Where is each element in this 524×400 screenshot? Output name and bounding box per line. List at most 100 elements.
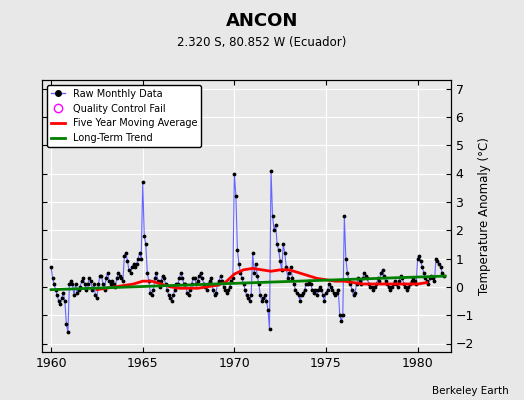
Point (248, 250, 257, 256)
Point (239, 281, 248, 287)
Point (165, 292, 173, 298)
Point (81, 281, 89, 287)
Point (183, 289, 191, 296)
Point (131, 264, 139, 270)
Point (65, 281, 73, 287)
Point (409, 275, 417, 282)
Point (129, 261, 138, 267)
Point (47, 264, 55, 270)
Point (323, 286, 332, 293)
Point (308, 286, 316, 293)
Point (192, 281, 200, 287)
Point (276, 258, 285, 264)
Point (106, 281, 115, 287)
Point (386, 286, 395, 293)
Point (412, 281, 420, 287)
Point (48, 275, 57, 282)
Point (204, 281, 213, 287)
Point (178, 275, 187, 282)
Point (282, 264, 290, 270)
Point (328, 286, 336, 293)
Point (252, 261, 260, 267)
Point (354, 275, 362, 282)
Point (279, 241, 288, 248)
Point (420, 270, 428, 276)
Point (290, 281, 298, 287)
Point (221, 286, 230, 293)
Point (288, 275, 297, 282)
Point (141, 241, 150, 248)
Point (201, 284, 210, 290)
Point (313, 292, 321, 298)
Point (389, 281, 397, 287)
Point (352, 281, 361, 287)
Point (401, 284, 410, 290)
Point (394, 284, 402, 290)
Point (267, 168, 275, 174)
Point (380, 272, 388, 279)
Point (395, 278, 403, 284)
Point (358, 275, 367, 282)
Point (370, 284, 379, 290)
Point (173, 281, 182, 287)
Point (369, 286, 377, 293)
Point (238, 275, 246, 282)
Point (392, 281, 400, 287)
Point (154, 278, 162, 284)
Point (116, 272, 124, 279)
Point (213, 281, 222, 287)
Point (54, 298, 63, 304)
Point (351, 289, 359, 296)
Point (143, 270, 151, 276)
Point (136, 250, 144, 256)
Point (375, 278, 384, 284)
Point (71, 281, 80, 287)
Point (294, 292, 303, 298)
Point (67, 278, 75, 284)
Point (117, 275, 126, 282)
Point (355, 278, 364, 284)
Point (438, 270, 446, 276)
Point (273, 241, 281, 248)
Point (177, 270, 185, 276)
Point (190, 275, 199, 282)
Point (128, 264, 136, 270)
Point (134, 255, 143, 262)
Point (94, 281, 103, 287)
Point (322, 289, 330, 296)
Point (270, 227, 278, 233)
Point (407, 278, 416, 284)
Point (247, 292, 255, 298)
Point (343, 270, 352, 276)
Point (378, 267, 387, 273)
Point (101, 286, 109, 293)
Point (188, 281, 196, 287)
Point (86, 278, 95, 284)
Point (335, 312, 344, 318)
Point (180, 281, 188, 287)
Point (74, 286, 83, 293)
Point (307, 281, 315, 287)
Point (236, 270, 245, 276)
Point (405, 284, 413, 290)
Point (160, 275, 168, 282)
Point (169, 292, 178, 298)
Point (64, 329, 72, 335)
Point (126, 270, 135, 276)
Point (424, 281, 432, 287)
Point (360, 270, 368, 276)
Point (337, 318, 345, 324)
Point (195, 272, 203, 279)
Point (149, 286, 158, 293)
Point (168, 298, 176, 304)
Point (423, 278, 431, 284)
Point (433, 258, 442, 264)
Point (302, 281, 310, 287)
Point (85, 275, 93, 282)
Point (340, 213, 348, 219)
Point (250, 270, 258, 276)
Point (209, 286, 217, 293)
Point (193, 278, 202, 284)
Point (278, 267, 286, 273)
Point (145, 278, 153, 284)
